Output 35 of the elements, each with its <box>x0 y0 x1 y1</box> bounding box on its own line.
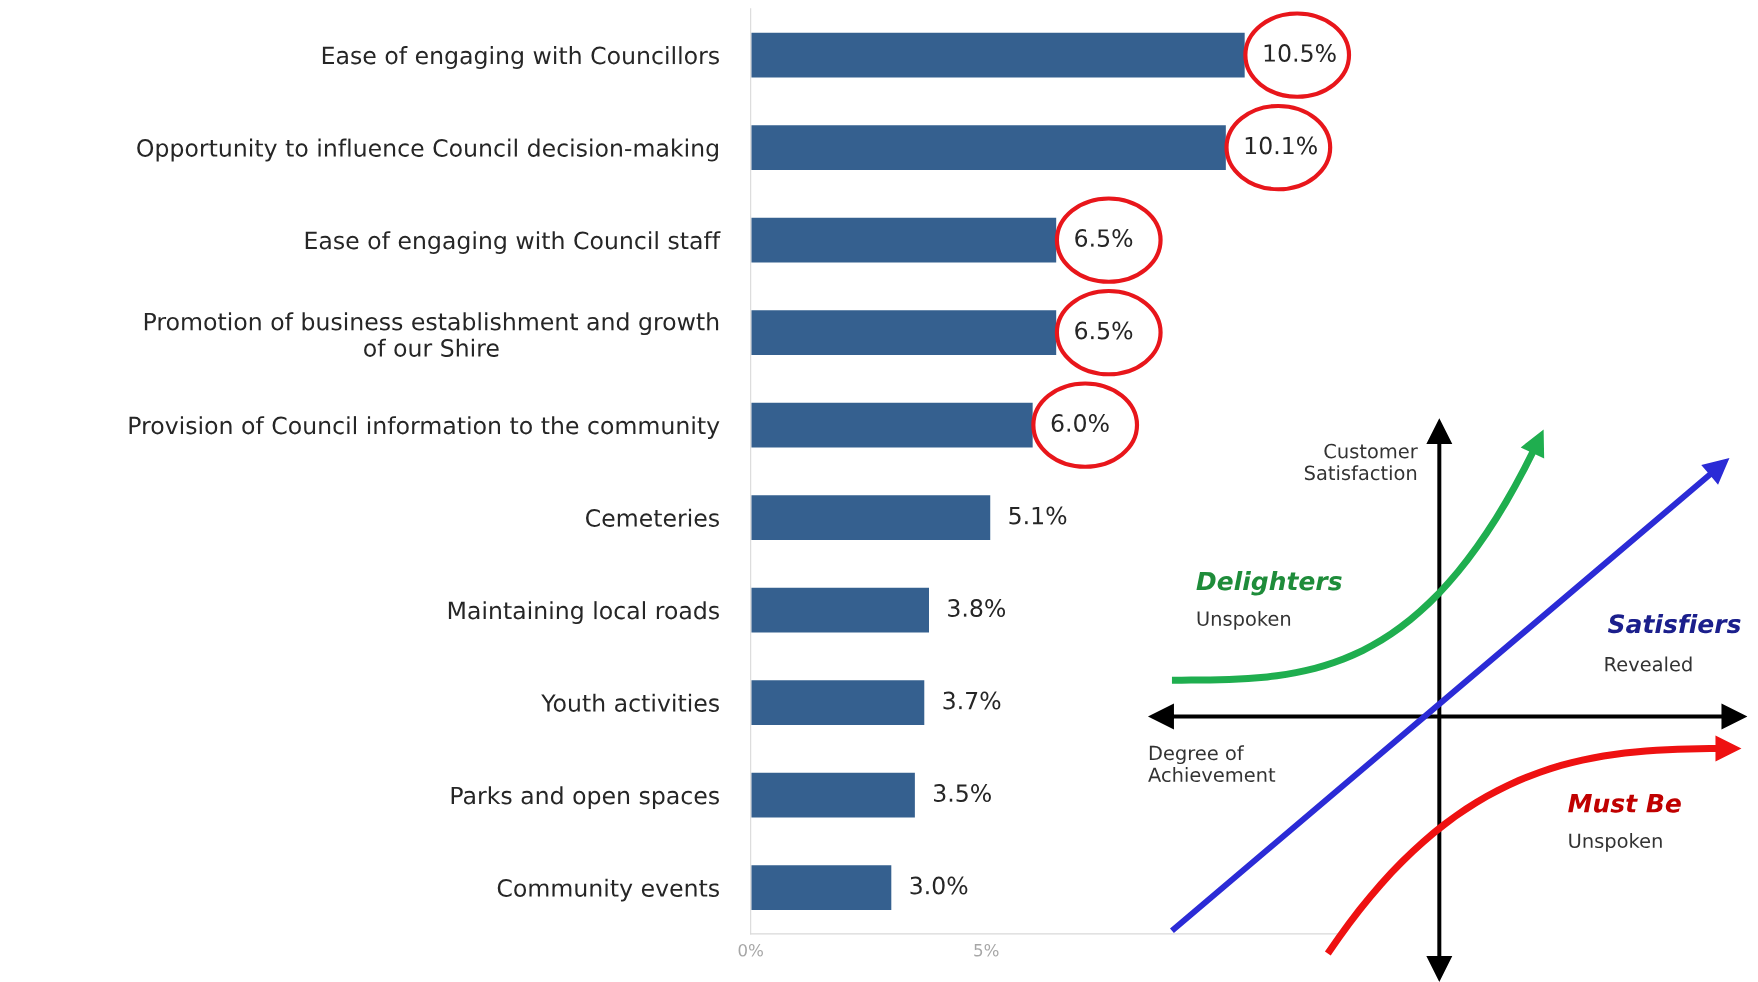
data-label: 3.5% <box>934 784 991 802</box>
data-label: 3.7% <box>943 691 1001 710</box>
y-tick-label: Provision of Council information to the community <box>129 416 720 439</box>
y-tick-label: Cemeteries <box>586 508 719 527</box>
y-tick-label: Promotion of business establishment and growth of our Shire <box>144 312 719 357</box>
data-label: 3.8% <box>948 599 1006 617</box>
y-tick-label: Maintaining local roads <box>448 601 719 624</box>
data-label: 3.0% <box>910 876 968 895</box>
text: Must Be <box>1568 794 1681 813</box>
annotation: Unspoken <box>1197 610 1291 630</box>
bar <box>750 863 893 912</box>
y-tick-label: Opportunity to influence Council decision-making <box>137 138 718 162</box>
data-label: 10.5% <box>1264 44 1336 62</box>
bar <box>750 586 931 634</box>
data-label: 5.1% <box>1009 506 1067 525</box>
text: Satisfiers <box>1607 613 1741 634</box>
text: Revealed <box>1605 656 1692 672</box>
y-tick-label: Youth activities <box>541 693 719 712</box>
bar <box>750 771 917 819</box>
bar <box>750 493 992 542</box>
y-tick-label: Ease of engaging with Councillors <box>322 46 719 69</box>
annotation: Delighters <box>1196 571 1342 596</box>
x-tick-label: 0% <box>738 943 763 957</box>
text: Unspoken <box>1569 833 1662 852</box>
data-label: 6.5% <box>1075 321 1133 340</box>
data-label: 10.1% <box>1245 136 1317 155</box>
annotation: Degree of Achievement <box>1148 745 1276 783</box>
data-label: 6.5% <box>1075 229 1133 247</box>
data-label: 6.0% <box>1051 414 1109 432</box>
y-tick-label: Community events <box>497 878 719 902</box>
y-tick-label: Parks and open spaces <box>451 786 719 810</box>
y-tick-label: Ease of engaging with Council staff <box>305 231 721 254</box>
bar <box>750 678 926 727</box>
annotation: Customer Satisfaction <box>1304 443 1418 481</box>
x-tick-label: 5% <box>974 943 999 957</box>
